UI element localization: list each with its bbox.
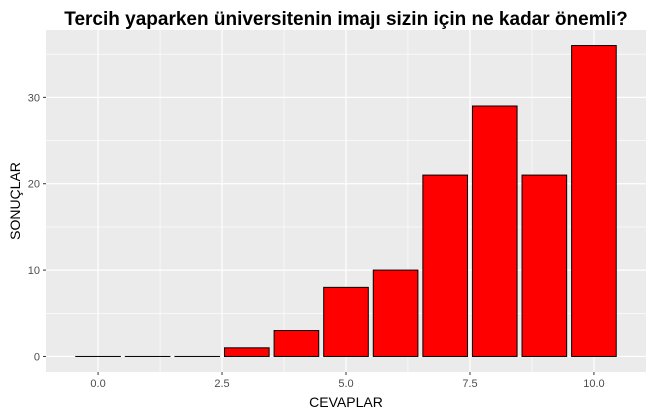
x-tick-label: 7.5 bbox=[462, 378, 477, 390]
bar bbox=[571, 45, 617, 357]
x-tick-label: 0.0 bbox=[90, 378, 105, 390]
bar bbox=[471, 105, 518, 357]
y-axis-ticks: 0 10 20 30 bbox=[28, 92, 46, 363]
chart-title: Tercih yaparken üniversitenin imajı sizi… bbox=[64, 9, 628, 30]
y-tick-label: 10 bbox=[28, 265, 40, 277]
bar bbox=[323, 286, 369, 357]
x-tick-label: 2.5 bbox=[214, 378, 229, 390]
y-tick-label: 30 bbox=[28, 92, 40, 104]
y-tick-label: 20 bbox=[28, 179, 40, 191]
x-tick-label: 5.0 bbox=[338, 378, 353, 390]
bars bbox=[75, 45, 617, 357]
x-axis-title: CEVAPLAR bbox=[309, 394, 383, 410]
bar bbox=[422, 174, 468, 357]
bar bbox=[273, 330, 320, 357]
x-tick-label: 10.0 bbox=[583, 378, 604, 390]
y-axis-title: SONUÇLAR bbox=[7, 162, 23, 240]
bar bbox=[224, 347, 270, 357]
x-axis-ticks: 0.0 2.5 5.0 7.5 10.0 bbox=[90, 372, 605, 390]
bar bbox=[521, 174, 568, 357]
bar bbox=[372, 269, 419, 357]
y-tick-label: 0 bbox=[34, 351, 40, 363]
